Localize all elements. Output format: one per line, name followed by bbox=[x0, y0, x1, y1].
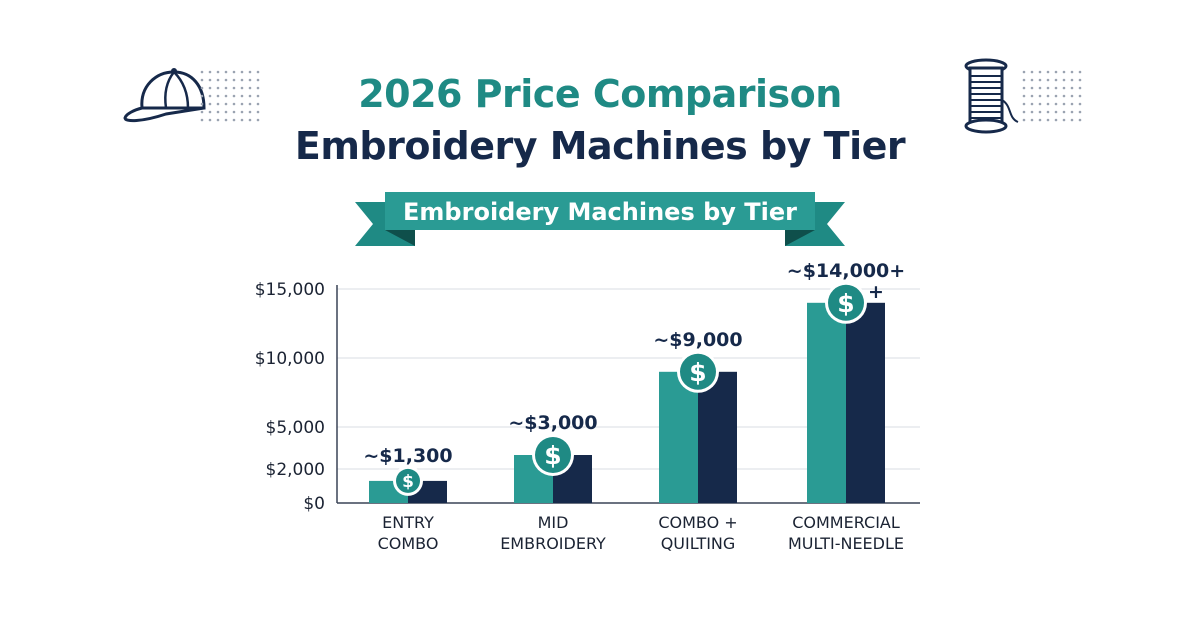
category-label: MID bbox=[538, 513, 569, 532]
dollar-sign: $ bbox=[689, 358, 706, 387]
dollar-coin-icon bbox=[680, 353, 716, 390]
bar-left-2 bbox=[659, 371, 698, 503]
bar-right-3 bbox=[846, 302, 885, 503]
category-label: MULTI-NEEDLE bbox=[788, 534, 904, 553]
dollar-sign: $ bbox=[402, 472, 414, 492]
plus-annotation: + bbox=[868, 281, 884, 303]
data-label: ~$3,000 bbox=[508, 412, 597, 434]
data-label: ~$14,000+ bbox=[787, 260, 905, 282]
title-line-1: 2026 Price Comparison bbox=[358, 72, 842, 116]
data-label: ~$9,000 bbox=[653, 329, 742, 351]
bar-left-3 bbox=[807, 302, 846, 503]
y-tick-label: $2,000 bbox=[266, 460, 325, 480]
title-line-2: Embroidery Machines by Tier bbox=[294, 124, 906, 168]
category-label: COMBO + bbox=[658, 513, 737, 532]
category-label: ENTRY bbox=[382, 513, 434, 532]
category-label: EMBROIDERY bbox=[500, 534, 606, 553]
dollar-coin-icon bbox=[535, 437, 571, 473]
bar-right-2 bbox=[698, 371, 737, 503]
dot-pattern-left bbox=[200, 70, 264, 126]
data-label: ~$1,300 bbox=[363, 445, 452, 467]
category-label: COMMERCIAL bbox=[792, 513, 900, 532]
dollar-coin-icon bbox=[828, 284, 864, 321]
y-tick-label: $5,000 bbox=[266, 418, 325, 438]
banner-label: Embroidery Machines by Tier bbox=[403, 198, 797, 226]
dollar-sign: $ bbox=[544, 441, 561, 470]
ribbon-banner bbox=[355, 192, 845, 246]
y-tick-label: $0 bbox=[303, 494, 325, 514]
dot-pattern-right bbox=[1022, 70, 1086, 126]
y-tick-label: $10,000 bbox=[255, 349, 325, 369]
dollar-coin-icon bbox=[396, 468, 420, 493]
thread-spool-icon bbox=[964, 58, 1019, 134]
dollar-sign: $ bbox=[837, 289, 854, 318]
category-label: QUILTING bbox=[661, 534, 736, 553]
category-label: COMBO bbox=[378, 534, 439, 553]
y-tick-label: $15,000 bbox=[255, 280, 325, 300]
